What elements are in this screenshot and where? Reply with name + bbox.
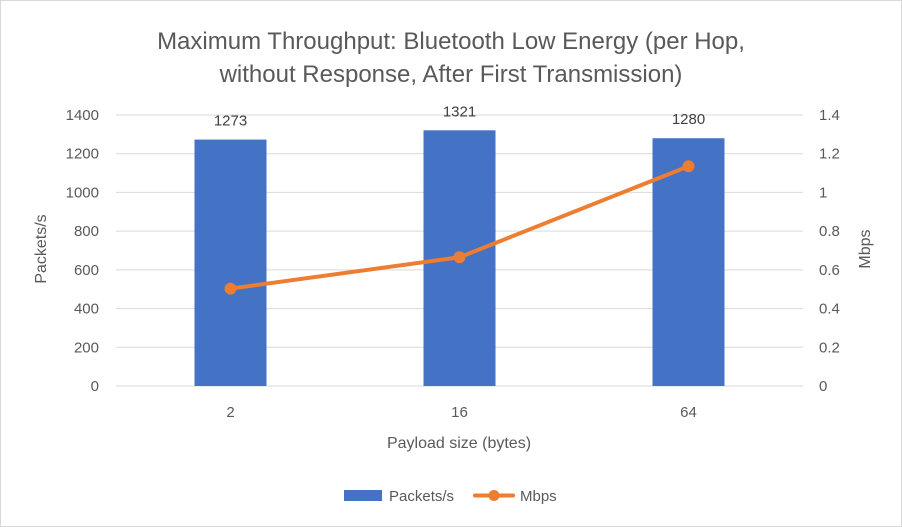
y2-tick-label: 1.4 bbox=[819, 107, 840, 124]
bar-value-label: 1273 bbox=[214, 113, 247, 130]
x-axis-title: Payload size (bytes) bbox=[387, 435, 531, 452]
chart-title: Maximum Throughput: Bluetooth Low Energy… bbox=[157, 28, 745, 88]
x-axis-ticks: 2 16 64 bbox=[226, 404, 697, 421]
line-point bbox=[224, 282, 237, 295]
legend-line-marker bbox=[488, 490, 500, 501]
bar-value-label: 1321 bbox=[443, 103, 476, 120]
y2-tick-label: 0.8 bbox=[819, 223, 840, 240]
y-tick-label: 1400 bbox=[66, 107, 99, 124]
chart-title-line-1: Maximum Throughput: Bluetooth Low Energy… bbox=[157, 28, 745, 55]
y2-tick-label: 1 bbox=[819, 184, 827, 201]
bar-data-labels: 1273 1321 1280 bbox=[214, 103, 705, 129]
y-tick-label: 1000 bbox=[66, 184, 99, 201]
y-tick-label: 200 bbox=[74, 339, 99, 356]
bar-value-label: 1280 bbox=[672, 111, 705, 128]
y2-tick-label: 0.2 bbox=[819, 339, 840, 356]
left-axis-ticks: 0 200 400 600 800 1000 1200 1400 bbox=[66, 107, 99, 395]
bar bbox=[652, 138, 725, 386]
x-tick-label: 2 bbox=[226, 404, 234, 421]
legend-line-label: Mbps bbox=[520, 488, 557, 505]
legend: Packets/s Mbps bbox=[344, 488, 557, 505]
y2-tick-label: 0.4 bbox=[819, 301, 840, 318]
x-tick-label: 16 bbox=[451, 404, 468, 421]
bar bbox=[194, 139, 267, 386]
line-point bbox=[453, 251, 466, 264]
y-tick-label: 600 bbox=[74, 262, 99, 279]
y-axis-title: Packets/s bbox=[33, 214, 50, 283]
chart-title-line-2: without Response, After First Transmissi… bbox=[219, 61, 683, 88]
y2-tick-label: 0.6 bbox=[819, 262, 840, 279]
line-series bbox=[224, 160, 695, 295]
y-tick-label: 1200 bbox=[66, 146, 99, 163]
y2-tick-label: 0 bbox=[819, 378, 827, 395]
legend-bar-label: Packets/s bbox=[389, 488, 454, 505]
y2-tick-label: 1.2 bbox=[819, 146, 840, 163]
line-point bbox=[682, 160, 695, 173]
x-tick-label: 64 bbox=[680, 404, 697, 421]
y-tick-label: 0 bbox=[91, 378, 99, 395]
legend-bar-swatch bbox=[344, 490, 382, 501]
y-tick-label: 400 bbox=[74, 301, 99, 318]
y-tick-label: 800 bbox=[74, 223, 99, 240]
right-axis-ticks: 0 0.2 0.4 0.6 0.8 1 1.2 1.4 bbox=[819, 107, 840, 395]
y2-axis-title: Mbps bbox=[857, 229, 874, 268]
